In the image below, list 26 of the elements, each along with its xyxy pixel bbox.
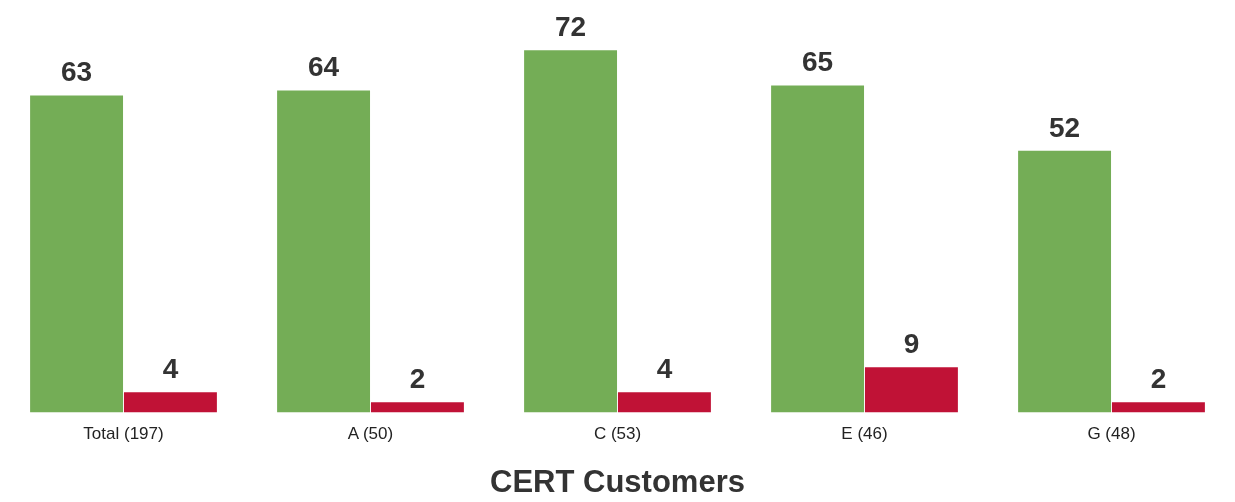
data-label: 4 — [162, 353, 179, 384]
bar — [277, 90, 371, 413]
bar — [524, 50, 618, 413]
bar — [864, 367, 958, 413]
data-label: 4 — [656, 353, 673, 384]
bar — [771, 85, 865, 413]
bar — [617, 392, 711, 413]
data-label: 63 — [60, 56, 93, 88]
bar — [123, 392, 217, 413]
bar — [1111, 402, 1205, 413]
data-label: 2 — [1150, 363, 1167, 395]
data-label: 64 — [307, 51, 340, 83]
data-label: 9 — [903, 327, 920, 359]
data-label: 2 — [409, 363, 426, 395]
data-label: 65 — [801, 46, 834, 78]
bar — [370, 402, 464, 413]
x-tick-label: E (46) — [841, 424, 888, 444]
bar — [30, 95, 124, 413]
x-tick-label: Total (197) — [83, 424, 164, 444]
x-tick-label: C (53) — [593, 424, 642, 444]
x-tick-label: G (48) — [1087, 424, 1136, 444]
data-label: 52 — [1048, 111, 1081, 143]
data-label: 72 — [554, 10, 587, 42]
x-axis-title: CERT Customers — [490, 463, 745, 499]
x-tick-label: A (50) — [347, 424, 394, 444]
bar — [1018, 150, 1112, 413]
